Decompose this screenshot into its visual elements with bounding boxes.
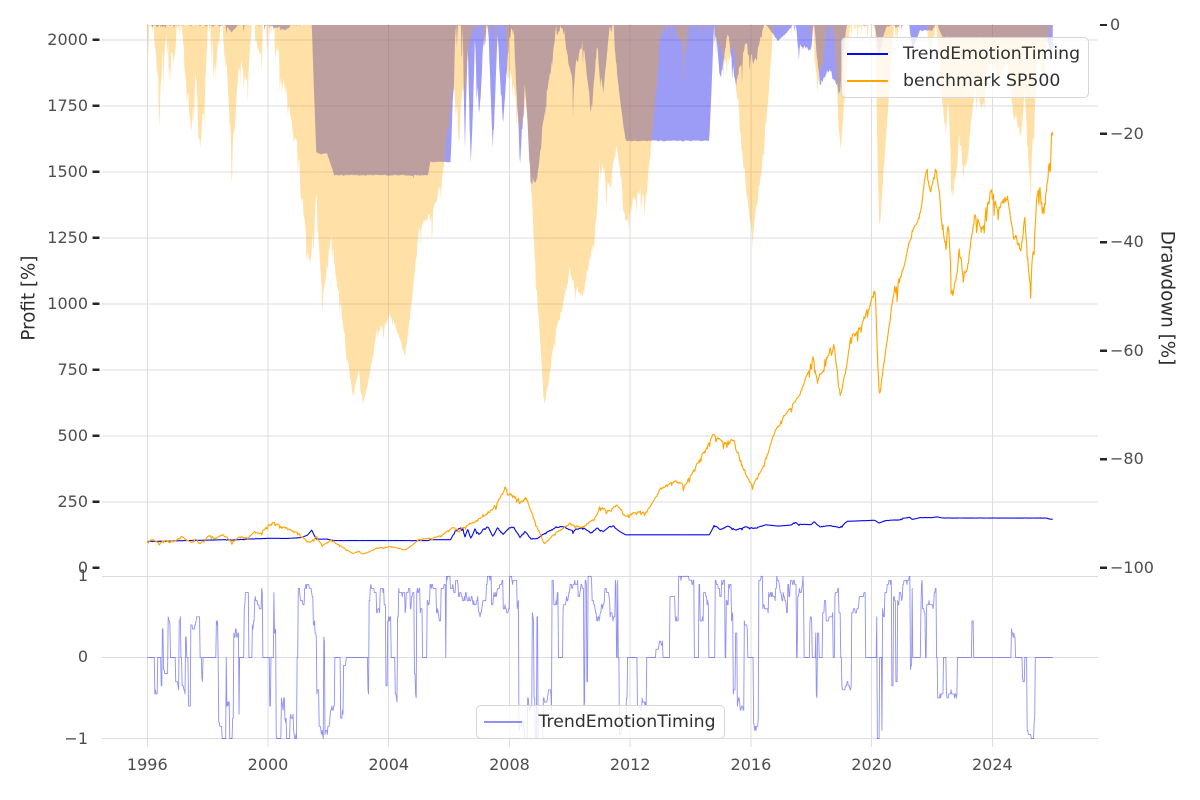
legend-label-benchmark: benchmark SP500 [903, 71, 1061, 91]
signal-tick-label: 1 [77, 566, 88, 586]
drawdown-tick-label: −20 [1110, 123, 1144, 143]
legend-label-strategy: TrendEmotionTiming [903, 44, 1081, 64]
profit-tick-label: 1000 [47, 293, 88, 313]
legend-label-signal: TrendEmotionTiming [538, 712, 716, 732]
profit-tick-label: 0 [77, 557, 88, 577]
legend-entry-benchmark: benchmark SP500 [842, 70, 1088, 92]
year-tick-label: 2004 [368, 755, 410, 774]
signal-tick-label: −1 [64, 728, 88, 748]
bottom-legend: TrendEmotionTiming [476, 705, 725, 739]
year-tick-label: 2008 [489, 755, 530, 774]
profit-axis-label: Profit [%] [18, 255, 40, 341]
top-legend: TrendEmotionTiming benchmark SP500 [841, 37, 1089, 98]
drawdown-tick-label: −80 [1110, 449, 1144, 469]
drawdown-tick-label: 0 [1110, 15, 1121, 34]
legend-entry-strategy: TrendEmotionTiming [842, 43, 1088, 65]
signal-line-sample-icon [483, 721, 522, 723]
year-tick-label: 1996 [126, 755, 168, 774]
year-tick-label: 2000 [247, 755, 289, 774]
profit-tick-label: 1250 [47, 227, 88, 247]
year-tick-label: 2024 [972, 755, 1013, 774]
legend-entry-signal: TrendEmotionTiming [477, 711, 724, 733]
profit-tick-label: 250 [57, 491, 88, 511]
year-tick-label: 2020 [851, 755, 892, 774]
signal-tick-label: 0 [77, 647, 88, 667]
drawdown-tick-label: −100 [1110, 557, 1154, 577]
drawdown-tick-label: −40 [1110, 232, 1144, 252]
drawdown-tick-label: −60 [1110, 340, 1144, 360]
strategy-line-sample-icon [847, 53, 888, 55]
profit-tick-label: 1750 [47, 95, 88, 115]
profit-tick-label: 2000 [47, 29, 88, 49]
drawdown-axis-label: Drawdown [%] [1156, 230, 1178, 366]
year-tick-label: 2016 [730, 755, 772, 774]
year-tick-label: 2012 [609, 755, 651, 774]
profit-tick-label: 1500 [47, 161, 88, 181]
benchmark-line-sample-icon [847, 80, 888, 82]
profit-tick-label: 500 [57, 425, 88, 445]
profit-tick-label: 750 [57, 359, 88, 379]
